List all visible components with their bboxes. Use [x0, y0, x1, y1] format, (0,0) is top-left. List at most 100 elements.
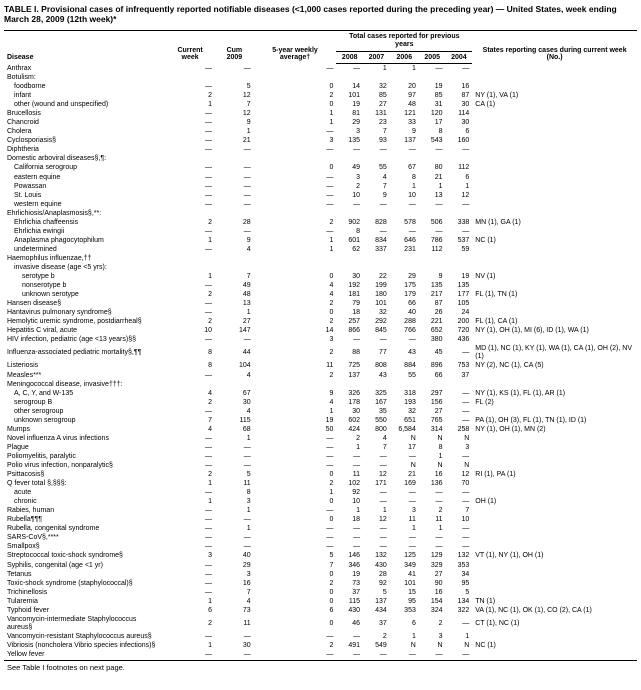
value-cell: —: [254, 146, 337, 155]
value-cell: [254, 73, 337, 82]
value-cell: 134: [446, 597, 473, 606]
value-cell: 33: [390, 119, 419, 128]
value-cell: —: [390, 534, 419, 543]
value-cell: 177: [446, 291, 473, 300]
value-cell: [215, 73, 254, 82]
value-cell: 169: [390, 480, 419, 489]
value-cell: 12: [446, 471, 473, 480]
value-cell: [254, 263, 337, 272]
value-cell: 4: [254, 398, 337, 407]
value-cell: 1: [165, 480, 215, 489]
states-cell: [472, 182, 637, 191]
value-cell: 44: [215, 345, 254, 362]
value-cell: —: [446, 227, 473, 236]
value-cell: 6: [254, 606, 337, 615]
col-current-week: Current week: [165, 31, 215, 64]
value-cell: 1: [446, 182, 473, 191]
value-cell: 112: [419, 245, 446, 254]
value-cell: 866: [336, 327, 363, 336]
value-cell: 85: [419, 92, 446, 101]
states-cell: OH (1): [472, 498, 637, 507]
disease-cell: California serogroup: [4, 164, 165, 173]
value-cell: 2: [165, 318, 215, 327]
table-row: St. Louis———109101312: [4, 191, 637, 200]
states-cell: PA (1), OH (3), FL (1), TN (1), ID (1): [472, 416, 637, 425]
value-cell: 3: [419, 632, 446, 641]
value-cell: 18: [336, 516, 363, 525]
value-cell: —: [363, 200, 390, 209]
value-cell: [390, 155, 419, 164]
value-cell: —: [215, 182, 254, 191]
disease-cell: Meningococcal disease, invasive†††:: [4, 380, 165, 389]
value-cell: 1: [254, 245, 337, 254]
states-cell: [472, 407, 637, 416]
states-cell: NY (1), OH (1), MI (6), ID (1), WA (1): [472, 327, 637, 336]
table-row: Powassan———27111: [4, 182, 637, 191]
value-cell: 2: [254, 318, 337, 327]
value-cell: [446, 254, 473, 263]
value-cell: 1: [390, 182, 419, 191]
col-2006: 2006: [390, 51, 419, 64]
value-cell: —: [419, 489, 446, 498]
value-cell: —: [165, 245, 215, 254]
value-cell: 11: [215, 615, 254, 632]
disease-cell: Measles***: [4, 371, 165, 380]
value-cell: 2: [254, 579, 337, 588]
states-cell: [472, 516, 637, 525]
value-cell: —: [336, 336, 363, 345]
value-cell: 20: [390, 83, 419, 92]
value-cell: 46: [336, 615, 363, 632]
states-cell: FL (1), TN (1): [472, 291, 637, 300]
value-cell: —: [165, 650, 215, 660]
disease-cell: eastern equine: [4, 173, 165, 182]
value-cell: 4: [215, 371, 254, 380]
value-cell: 101: [390, 579, 419, 588]
disease-cell: Rubella¶¶¶: [4, 516, 165, 525]
value-cell: N: [446, 641, 473, 650]
disease-cell: Plague: [4, 443, 165, 452]
disease-cell: Streptococcal toxic-shock syndrome§: [4, 552, 165, 561]
value-cell: N: [419, 462, 446, 471]
states-cell: FL (1), CA (1): [472, 318, 637, 327]
value-cell: 90: [419, 579, 446, 588]
states-cell: [472, 632, 637, 641]
value-cell: —: [446, 200, 473, 209]
value-cell: 16: [446, 83, 473, 92]
value-cell: 19: [336, 101, 363, 110]
value-cell: 10: [165, 327, 215, 336]
disease-cell: Polio virus infection, nonparalytic§: [4, 462, 165, 471]
disease-cell: Listeriosis: [4, 362, 165, 371]
value-cell: 12: [446, 191, 473, 200]
disease-cell: western equine: [4, 200, 165, 209]
value-cell: —: [215, 516, 254, 525]
value-cell: 137: [336, 371, 363, 380]
value-cell: 9: [215, 119, 254, 128]
value-cell: [336, 209, 363, 218]
value-cell: 115: [336, 597, 363, 606]
value-cell: 4: [363, 173, 390, 182]
value-cell: 845: [363, 327, 390, 336]
disease-cell: Domestic arboviral diseases§,¶:: [4, 155, 165, 164]
value-cell: 349: [390, 561, 419, 570]
table-row: Q fever total §,§§§:111210217116913670: [4, 480, 637, 489]
value-cell: 325: [363, 389, 390, 398]
value-cell: —: [215, 336, 254, 345]
value-cell: 14: [254, 327, 337, 336]
value-cell: [254, 380, 337, 389]
table-row: Brucellosis—12181131121120114: [4, 110, 637, 119]
value-cell: [363, 209, 390, 218]
value-cell: —: [215, 543, 254, 552]
value-cell: 0: [254, 570, 337, 579]
value-cell: 1: [419, 525, 446, 534]
value-cell: 147: [215, 327, 254, 336]
value-cell: —: [390, 146, 419, 155]
value-cell: —: [363, 489, 390, 498]
value-cell: —: [254, 543, 337, 552]
value-cell: 37: [446, 371, 473, 380]
value-cell: 430: [336, 606, 363, 615]
value-cell: [446, 380, 473, 389]
value-cell: 30: [336, 407, 363, 416]
value-cell: —: [165, 561, 215, 570]
disease-cell: Hemolytic uremic syndrome, postdiarrheal…: [4, 318, 165, 327]
value-cell: [419, 254, 446, 263]
